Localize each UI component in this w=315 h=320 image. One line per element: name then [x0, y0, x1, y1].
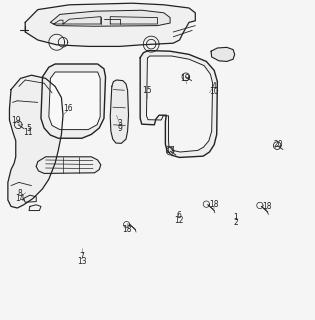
Text: 20: 20 [274, 140, 284, 149]
Text: 3: 3 [118, 119, 123, 128]
Polygon shape [110, 80, 129, 143]
Text: 14: 14 [15, 194, 24, 203]
Text: 10: 10 [209, 87, 218, 96]
Polygon shape [41, 64, 106, 138]
Text: 19: 19 [180, 74, 190, 83]
Polygon shape [140, 51, 217, 157]
Text: 5: 5 [26, 124, 31, 132]
Text: 8: 8 [17, 189, 22, 198]
Polygon shape [25, 3, 195, 46]
Text: 1: 1 [233, 213, 238, 222]
Polygon shape [8, 75, 63, 208]
Text: 19: 19 [12, 116, 21, 125]
Text: 9: 9 [118, 124, 123, 132]
Text: 6: 6 [176, 212, 181, 220]
Polygon shape [211, 47, 235, 61]
Text: 15: 15 [143, 86, 152, 95]
Text: 12: 12 [174, 216, 184, 225]
Polygon shape [49, 72, 100, 130]
Text: 2: 2 [233, 218, 238, 227]
Text: 18: 18 [122, 225, 131, 234]
Polygon shape [36, 157, 101, 173]
Text: 7: 7 [79, 252, 84, 261]
Polygon shape [50, 10, 170, 26]
Text: 13: 13 [77, 257, 87, 266]
Text: 18: 18 [209, 200, 219, 209]
Polygon shape [146, 56, 213, 152]
Text: 11: 11 [24, 128, 33, 137]
Text: 17: 17 [165, 146, 175, 155]
Text: 16: 16 [63, 104, 72, 113]
Text: 4: 4 [211, 82, 216, 91]
Text: 18: 18 [262, 202, 272, 211]
